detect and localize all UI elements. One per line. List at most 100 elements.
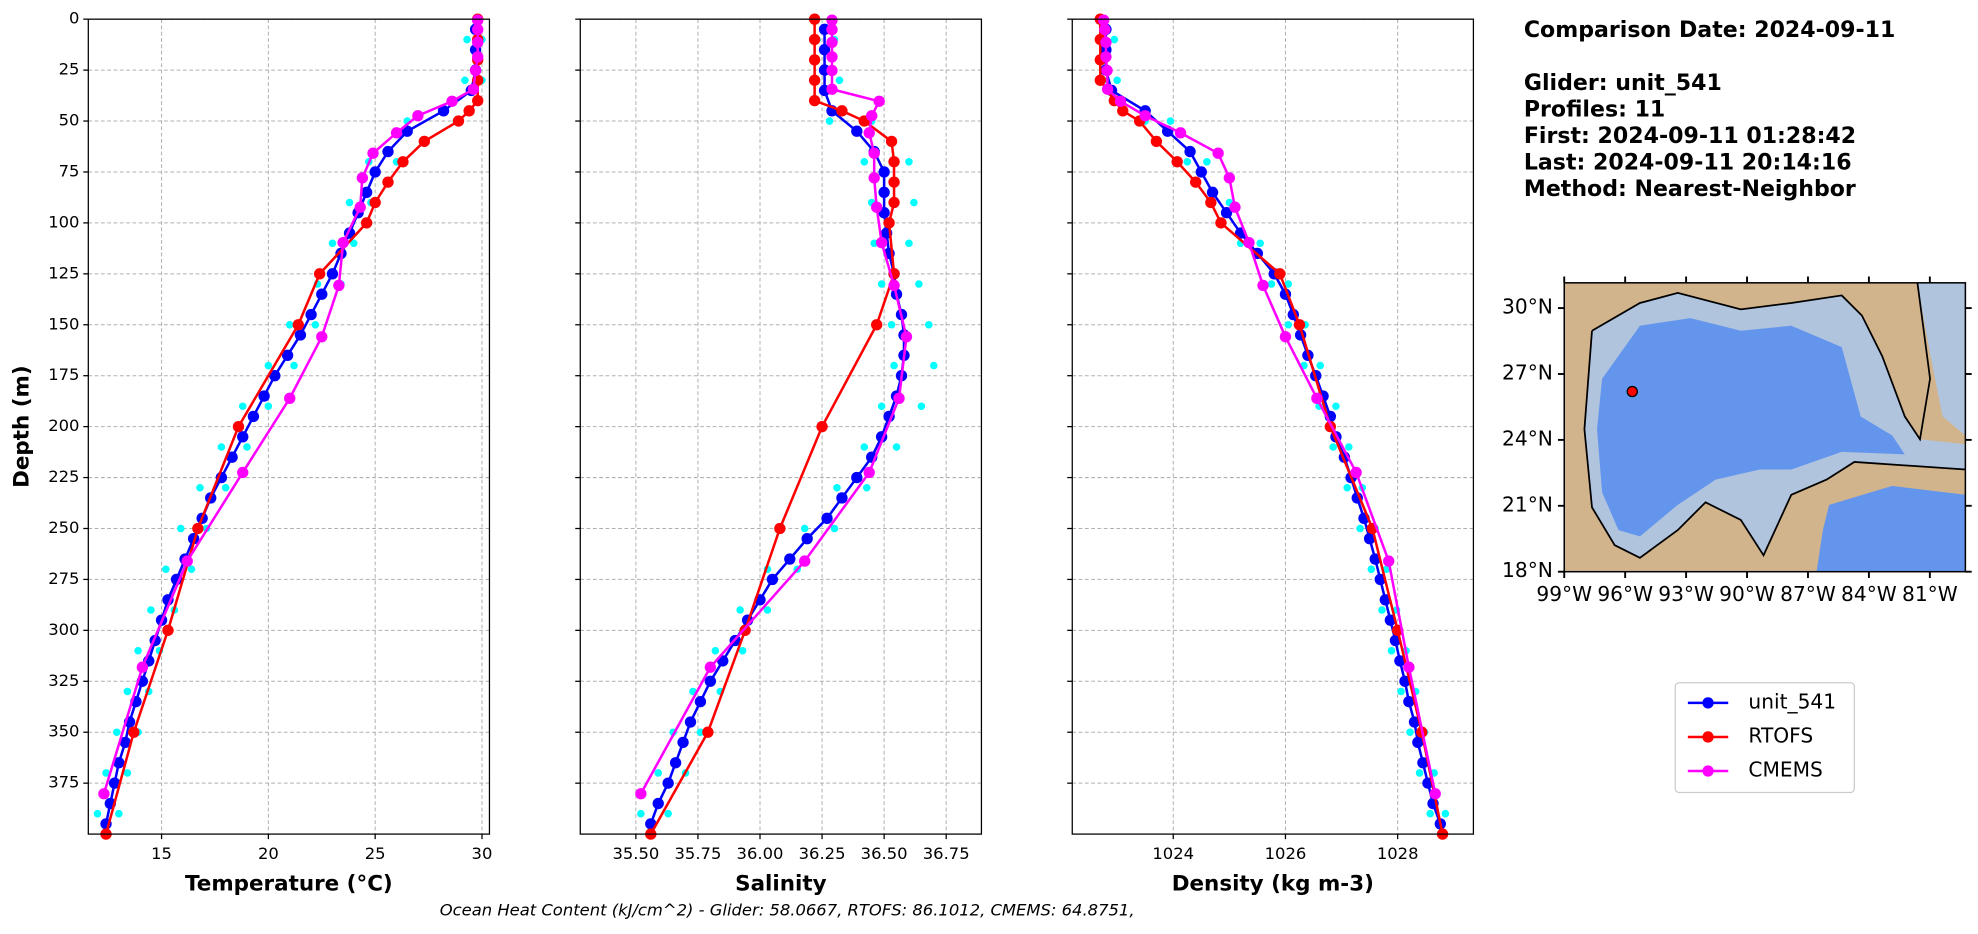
info-line: First: 2024-09-11 01:28:42 <box>1524 124 1856 149</box>
y-axis-label: Depth (m) <box>10 365 35 488</box>
profile-point <box>177 524 185 533</box>
profile-marker <box>294 329 307 341</box>
profile-point <box>102 769 110 777</box>
profile-marker <box>662 777 674 789</box>
profile-point <box>833 483 841 492</box>
legend-label: unit_541 <box>1748 689 1836 713</box>
glider-location <box>1626 385 1638 398</box>
y-tick-label: 125 <box>48 263 79 282</box>
profile-point <box>1345 443 1353 451</box>
profile-marker <box>113 757 125 769</box>
profile-marker <box>284 392 296 404</box>
profile-point <box>1329 443 1337 451</box>
profile-marker <box>635 788 647 800</box>
profile-point <box>1183 158 1192 166</box>
profile-point <box>1387 646 1396 655</box>
profile-point <box>1166 117 1175 125</box>
profile-point <box>877 402 886 411</box>
x-tick-label: 36.50 <box>861 844 908 863</box>
profile-marker <box>1101 83 1114 95</box>
profile-marker <box>808 54 821 66</box>
profile-marker <box>873 95 885 107</box>
profile-point <box>1378 606 1386 614</box>
profile-marker <box>418 135 430 148</box>
map-y-label: 24°N <box>1502 426 1553 450</box>
caribbean <box>1816 485 1966 572</box>
profile-marker <box>801 533 813 545</box>
profile-marker <box>1257 279 1269 292</box>
profile-marker <box>851 125 863 137</box>
map-x-label: 84°W <box>1841 582 1897 606</box>
profile-point <box>1203 158 1211 166</box>
profile-marker <box>472 14 484 26</box>
profile-marker <box>1229 201 1241 213</box>
profile-marker <box>1279 331 1292 343</box>
y-tick-label: 25 <box>59 60 80 79</box>
profile-point <box>345 198 354 207</box>
profile-marker <box>237 466 249 479</box>
profile-marker <box>694 695 707 708</box>
profile-point <box>350 239 358 248</box>
profile-point <box>264 402 273 411</box>
profile-point <box>835 76 844 85</box>
x-tick-label: 30 <box>472 844 493 863</box>
y-tick-label: 325 <box>48 671 79 690</box>
profile-marker <box>893 392 905 404</box>
profile-marker <box>808 94 821 107</box>
profile-marker <box>313 268 326 280</box>
profile-marker <box>766 573 779 586</box>
profile-marker <box>108 777 121 789</box>
y-tick-label: 75 <box>59 161 80 180</box>
profile-marker <box>367 147 379 159</box>
profile-marker <box>1150 135 1163 148</box>
profile-line <box>102 20 479 795</box>
y-tick-label: 175 <box>48 365 79 384</box>
profile-point <box>887 320 896 329</box>
profile-marker <box>472 94 484 107</box>
profile-point <box>123 687 132 696</box>
map-x-label: 90°W <box>1719 582 1775 606</box>
profile-marker <box>305 308 317 321</box>
profile-point <box>112 728 121 737</box>
profile-marker <box>669 757 682 769</box>
y-tick-label: 300 <box>48 620 79 639</box>
profile-marker <box>808 33 821 46</box>
profile-point <box>877 280 886 288</box>
profile-point <box>738 646 747 655</box>
legend-label: RTOFS <box>1748 723 1813 747</box>
profile-marker <box>360 217 373 229</box>
y-tick-label: 0 <box>69 9 79 28</box>
profile-marker <box>784 553 796 565</box>
x-tick-label: 35.50 <box>612 844 659 863</box>
profile-point <box>187 565 196 574</box>
profile-point <box>1316 361 1325 370</box>
profile-marker <box>1350 466 1362 479</box>
profile-marker <box>868 172 880 184</box>
y-tick-label: 200 <box>48 416 79 435</box>
profile-point <box>654 769 663 777</box>
profile-marker <box>836 105 848 117</box>
profile-marker <box>652 797 664 810</box>
profile-marker <box>885 135 898 148</box>
profile-marker <box>888 156 900 168</box>
profile-marker <box>1094 74 1106 86</box>
profile-point <box>905 239 913 248</box>
profile-point <box>862 483 871 492</box>
profile-point <box>890 361 898 370</box>
profile-marker <box>799 555 811 567</box>
map-x-label: 96°W <box>1597 582 1653 606</box>
profile-marker <box>1206 186 1219 199</box>
profile-marker <box>1220 207 1233 219</box>
profile-marker <box>1363 533 1376 545</box>
profile-point <box>290 361 298 370</box>
profile-marker <box>826 51 838 63</box>
profile-point <box>925 320 933 329</box>
x-tick-label: 20 <box>258 844 279 863</box>
y-tick-label: 225 <box>48 467 79 486</box>
profile-marker <box>472 23 484 36</box>
profile-marker <box>875 236 888 249</box>
y-tick-label: 350 <box>48 722 79 741</box>
info-line: Comparison Date: 2024-09-11 <box>1524 18 1895 43</box>
profile-point <box>1284 320 1293 329</box>
